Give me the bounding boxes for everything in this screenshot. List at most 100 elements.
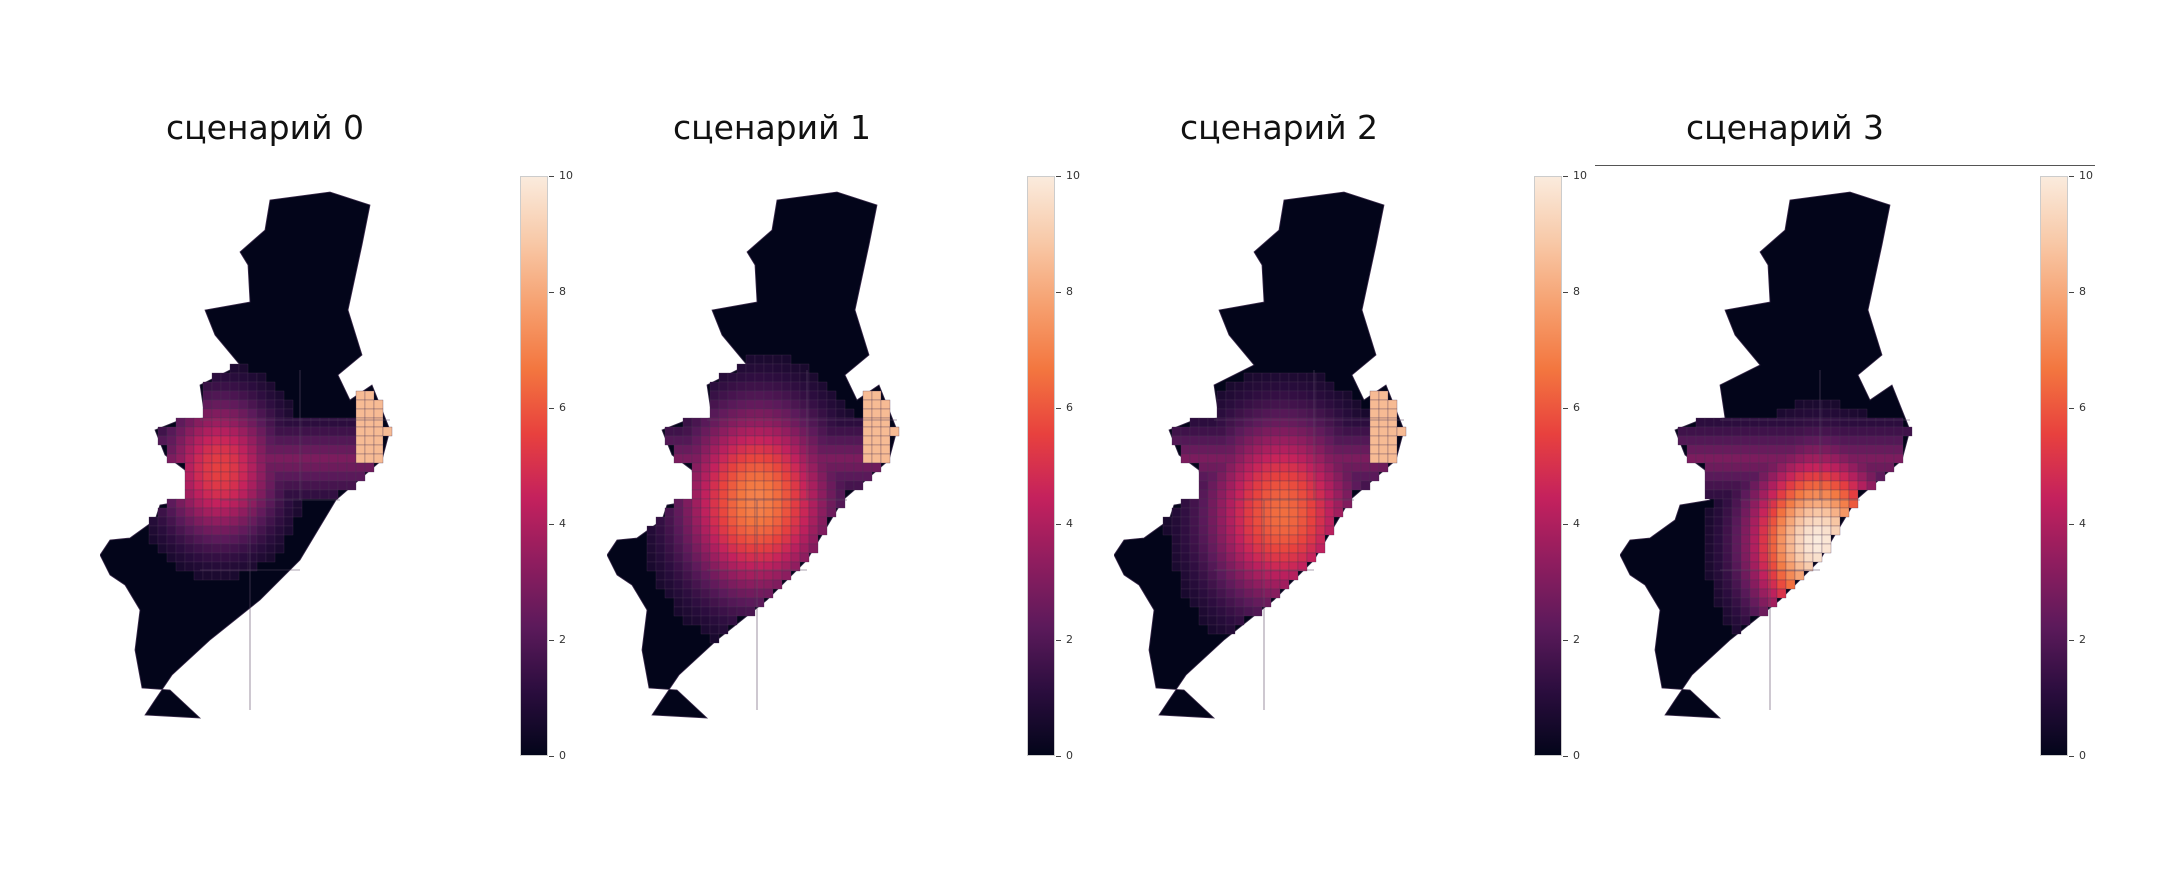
- district-cell: [790, 498, 801, 509]
- district-cell: [781, 498, 792, 509]
- district-cell: [1162, 525, 1173, 536]
- district-cell: [1749, 435, 1760, 446]
- district-cell: [1270, 462, 1281, 473]
- district-cell: [220, 435, 231, 446]
- district-cell: [754, 597, 765, 608]
- district-cell: [1315, 525, 1326, 536]
- district-cell: [166, 534, 177, 545]
- district-cell: [1198, 417, 1209, 428]
- district-cell: [736, 543, 747, 554]
- district-cell: [229, 471, 240, 482]
- colorbar-tick-label: 10: [1573, 169, 1587, 182]
- district-cell: [736, 435, 747, 446]
- district-cell: [727, 534, 738, 545]
- district-cell: [1378, 417, 1389, 428]
- district-cell: [853, 444, 864, 455]
- district-cell: [166, 498, 177, 509]
- district-cell: [346, 444, 357, 455]
- district-cell: [1333, 480, 1344, 491]
- district-cell: [301, 444, 312, 455]
- district-cell: [1776, 552, 1787, 563]
- district-cell: [709, 525, 720, 536]
- district-cell: [799, 525, 810, 536]
- colorbar-tick-label: 2: [2079, 633, 2086, 646]
- district-cell: [1279, 381, 1290, 392]
- district-cell: [763, 489, 774, 500]
- district-cell: [1830, 480, 1841, 491]
- district-cell: [745, 516, 756, 527]
- district-cell: [709, 417, 720, 428]
- district-cell: [745, 399, 756, 410]
- district-cell: [1749, 570, 1760, 581]
- district-cell: [1803, 534, 1814, 545]
- district-cell: [745, 534, 756, 545]
- district-cell: [211, 444, 222, 455]
- district-cell: [808, 471, 819, 482]
- district-cell: [1731, 480, 1742, 491]
- district-cell: [1234, 435, 1245, 446]
- district-cell: [1776, 408, 1787, 419]
- district-cell: [1288, 426, 1299, 437]
- district-cell: [1297, 462, 1308, 473]
- district-cell: [220, 381, 231, 392]
- district-cell: [1848, 471, 1859, 482]
- district-cell: [1812, 498, 1823, 509]
- district-cell: [1216, 624, 1227, 635]
- district-cell: [1198, 444, 1209, 455]
- district-cell: [736, 453, 747, 464]
- district-cell: [727, 471, 738, 482]
- district-cell: [1324, 507, 1335, 518]
- district-cell: [700, 597, 711, 608]
- district-cell: [1198, 606, 1209, 617]
- district-cell: [1713, 570, 1724, 581]
- district-cell: [1794, 408, 1805, 419]
- district-cell: [1821, 462, 1832, 473]
- district-cell: [1794, 498, 1805, 509]
- district-cell: [1369, 390, 1380, 401]
- district-cell: [799, 390, 810, 401]
- district-cell: [1279, 399, 1290, 410]
- district-cell: [763, 435, 774, 446]
- district-cell: [754, 462, 765, 473]
- district-cell: [346, 435, 357, 446]
- district-cell: [247, 498, 258, 509]
- district-cell: [754, 354, 765, 365]
- district-cell: [1342, 489, 1353, 500]
- district-cell: [265, 435, 276, 446]
- district-cell: [238, 552, 249, 563]
- district-cell: [1812, 471, 1823, 482]
- district-cell: [1252, 417, 1263, 428]
- district-cell: [736, 489, 747, 500]
- district-cell: [319, 489, 330, 500]
- district-cell: [1234, 462, 1245, 473]
- district-cell: [1171, 552, 1182, 563]
- district-cell: [1848, 435, 1859, 446]
- district-cell: [745, 561, 756, 572]
- district-cell: [1234, 444, 1245, 455]
- district-cell: [1207, 525, 1218, 536]
- district-cell: [1189, 561, 1200, 572]
- district-cell: [238, 390, 249, 401]
- district-cell: [1207, 471, 1218, 482]
- colorbar: 0 2 4 6 8 10: [1534, 170, 1587, 762]
- district-cell: [1713, 588, 1724, 599]
- district-cell: [1758, 516, 1769, 527]
- district-cell: [853, 426, 864, 437]
- district-cell: [781, 408, 792, 419]
- district-cell: [1740, 516, 1751, 527]
- district-cell: [229, 516, 240, 527]
- district-cell: [1713, 471, 1724, 482]
- district-cell: [745, 525, 756, 536]
- district-cell: [1803, 471, 1814, 482]
- district-cell: [1252, 588, 1263, 599]
- district-cell: [310, 417, 321, 428]
- district-cell: [1369, 408, 1380, 419]
- district-cell: [1369, 453, 1380, 464]
- district-cell: [1306, 480, 1317, 491]
- district-cell: [1270, 480, 1281, 491]
- district-cell: [1225, 543, 1236, 554]
- district-cell: [1243, 525, 1254, 536]
- district-cell: [1893, 435, 1904, 446]
- district-cell: [1225, 417, 1236, 428]
- district-cell: [355, 444, 366, 455]
